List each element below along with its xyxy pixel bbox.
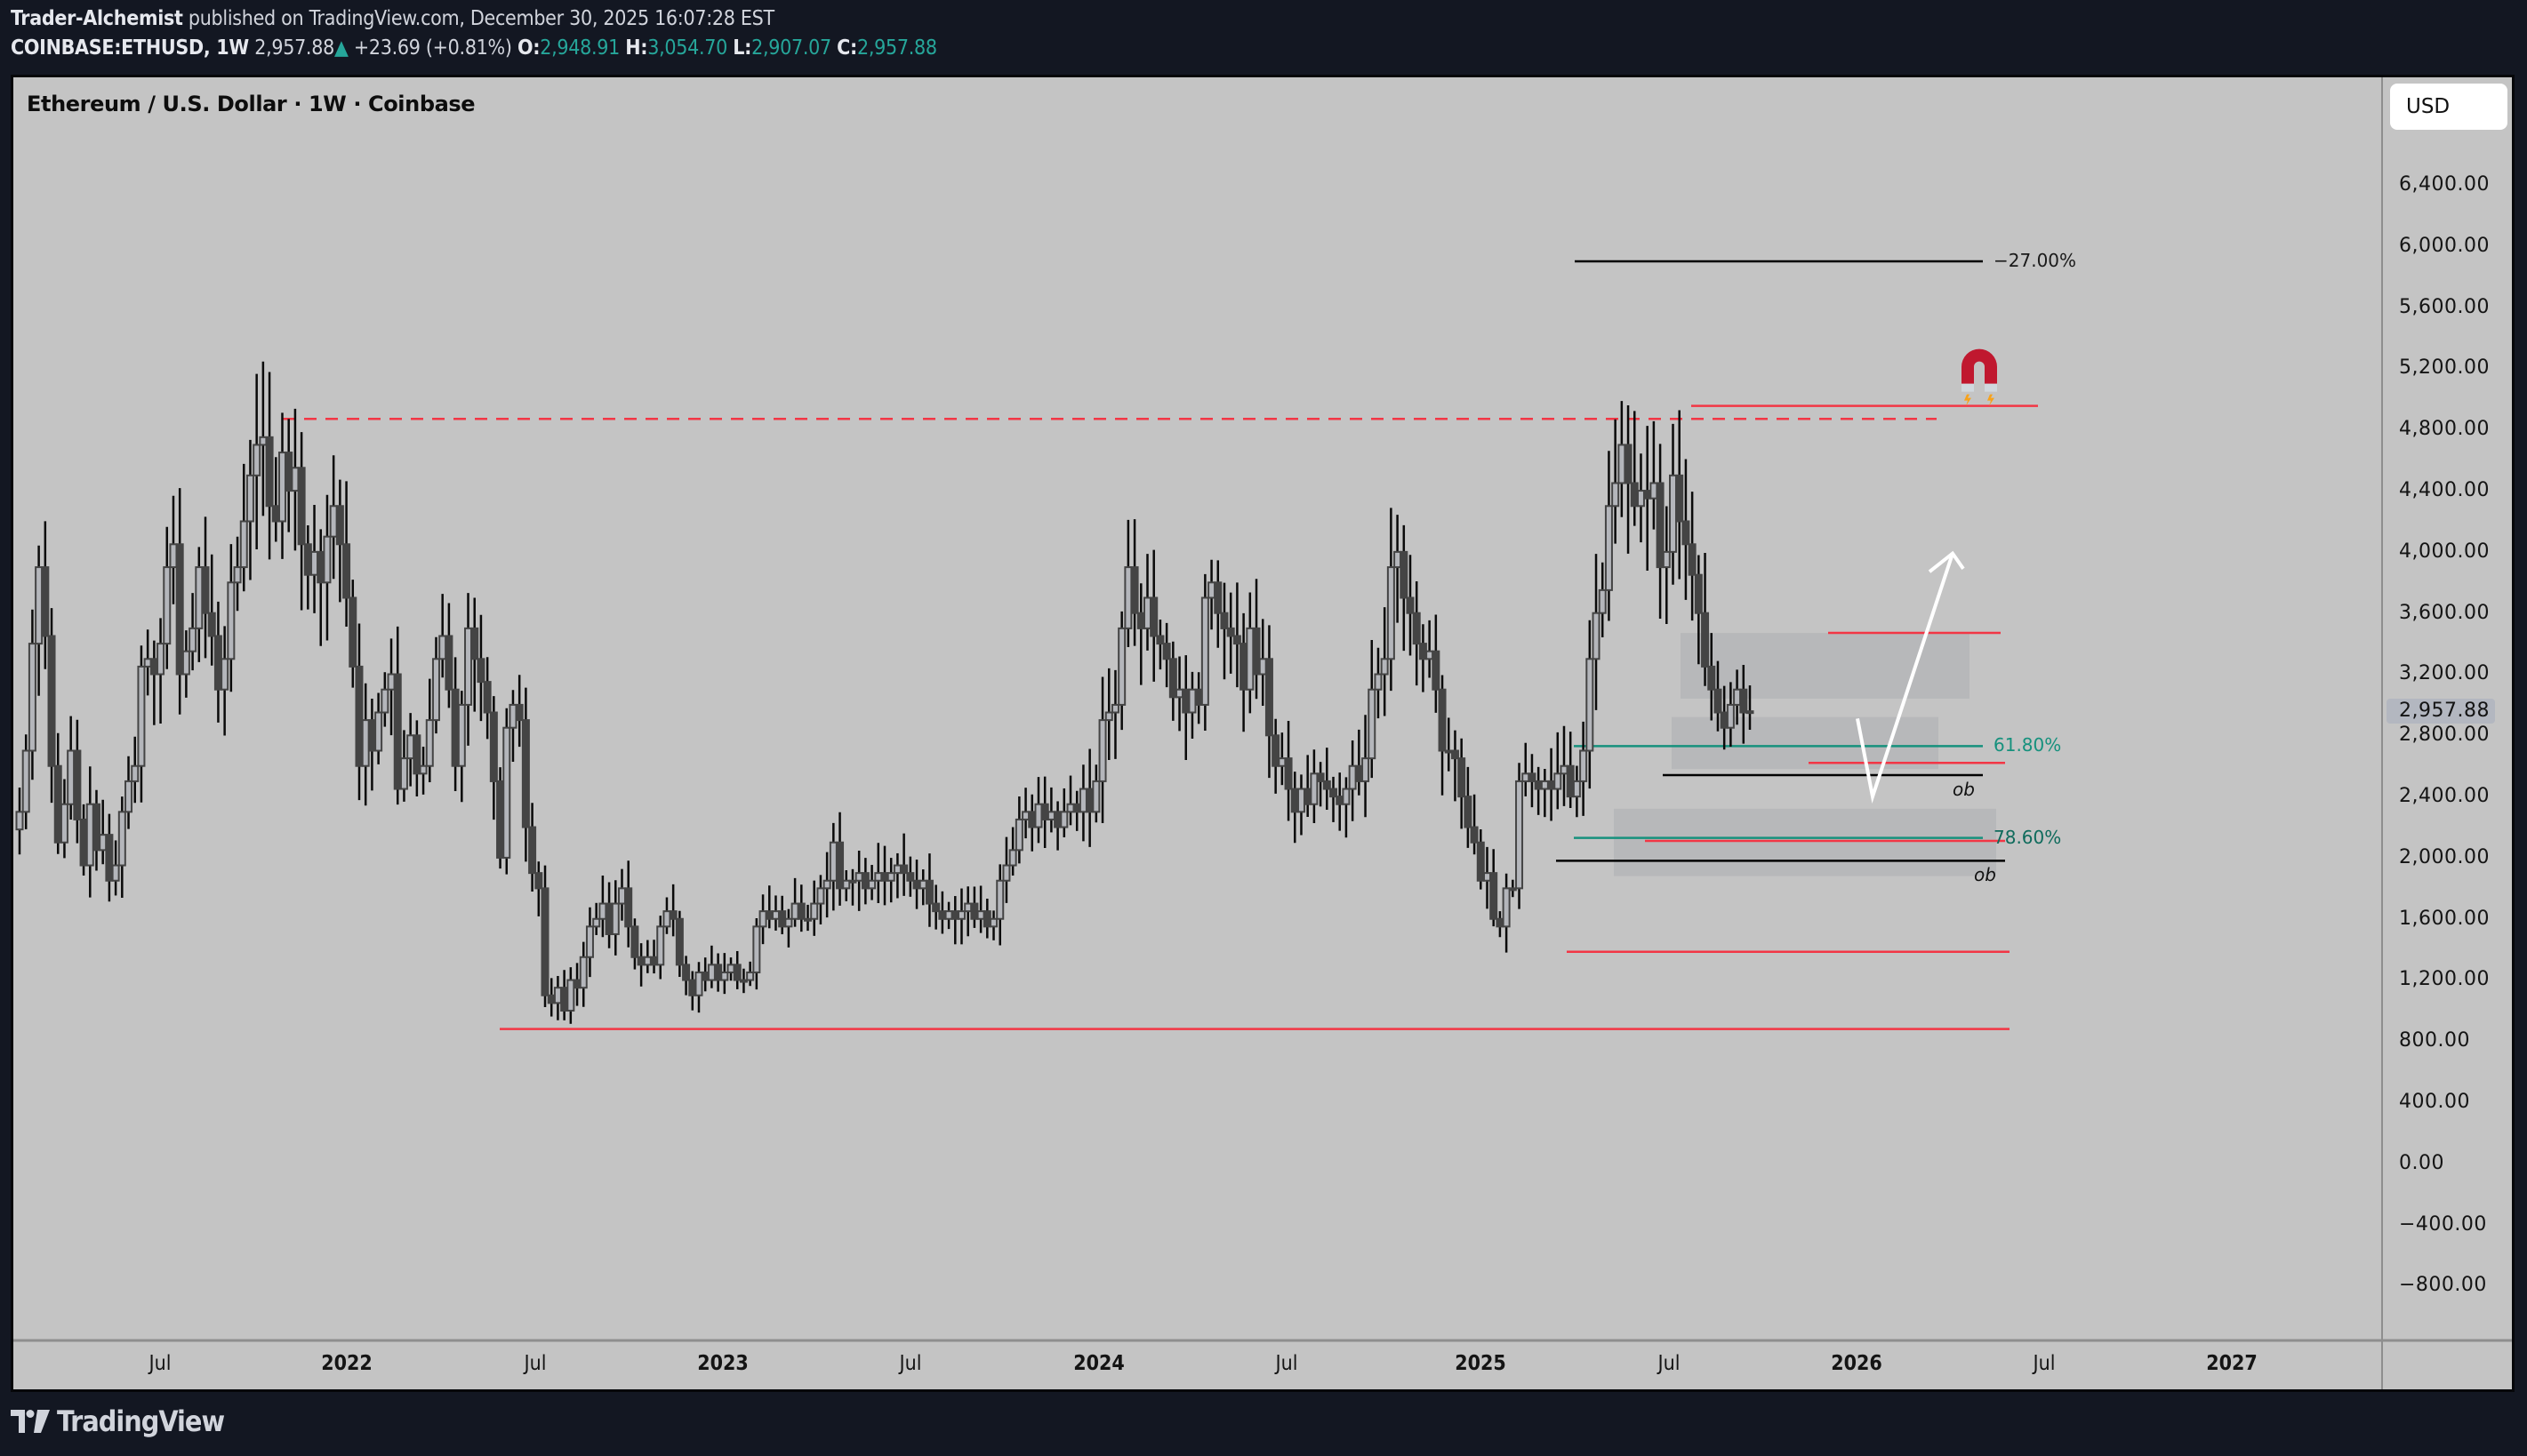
price-tick: 4,400.00 bbox=[2399, 479, 2490, 501]
close-label: C: bbox=[837, 36, 857, 60]
price-tick: 400.00 bbox=[2399, 1091, 2470, 1113]
last-price: 2,957.88 bbox=[254, 36, 334, 60]
price-tick: −800.00 bbox=[2399, 1274, 2487, 1297]
fib-786-label: 78.60% bbox=[1994, 826, 2062, 848]
candles-layer bbox=[15, 361, 1754, 1024]
price-tick: 2,800.00 bbox=[2399, 724, 2490, 747]
symbol: COINBASE:ETHUSD, 1W bbox=[11, 36, 249, 60]
time-tick: Jul bbox=[524, 1352, 547, 1375]
tradingview-logo-text: TradingView bbox=[57, 1404, 225, 1438]
price-tick: 4,000.00 bbox=[2399, 540, 2490, 563]
low-label: L: bbox=[733, 36, 752, 60]
price-tick: 6,000.00 bbox=[2399, 234, 2490, 257]
supply-demand-zone[interactable] bbox=[1672, 716, 1938, 770]
time-tick: 2023 bbox=[697, 1352, 749, 1375]
fib-618-label: 61.80% bbox=[1994, 734, 2062, 756]
arrow-head-icon bbox=[1928, 550, 1965, 573]
price-tick: 1,600.00 bbox=[2399, 907, 2490, 930]
high-value: 3,054.70 bbox=[647, 36, 727, 60]
tradingview-logo-icon bbox=[11, 1410, 50, 1433]
price-tick: 5,200.00 bbox=[2399, 356, 2490, 380]
order-block-label: ob bbox=[1974, 864, 1996, 886]
chart-legend-title[interactable]: Ethereum / U.S. Dollar · 1W · Coinbase bbox=[27, 92, 476, 116]
levels-layer bbox=[283, 260, 2038, 1030]
high-label: H: bbox=[625, 36, 648, 60]
price-tick: 2,000.00 bbox=[2399, 845, 2490, 868]
projection-label: −27.00% bbox=[1994, 250, 2077, 272]
last-price-label: 2,957.88 bbox=[2387, 699, 2495, 724]
time-tick: 2022 bbox=[321, 1352, 373, 1375]
publish-info: Trader-Alchemist published on TradingVie… bbox=[11, 7, 774, 30]
projection-path-arrow[interactable] bbox=[1856, 552, 1954, 804]
close-value: 2,957.88 bbox=[856, 36, 937, 60]
magnet-icon[interactable] bbox=[1961, 348, 1997, 406]
price-tick: 3,200.00 bbox=[2399, 662, 2490, 685]
price-tick: 4,800.00 bbox=[2399, 418, 2490, 441]
order-block-label: ob bbox=[1953, 779, 1975, 801]
time-tick: 2024 bbox=[1073, 1352, 1125, 1375]
time-tick: 2027 bbox=[2206, 1352, 2258, 1375]
time-tick: 2025 bbox=[1455, 1352, 1506, 1375]
price-tick: −400.00 bbox=[2399, 1212, 2487, 1236]
price-tick: 1,200.00 bbox=[2399, 968, 2490, 991]
tradingview-logo[interactable]: TradingView bbox=[11, 1404, 225, 1438]
price-tick: 6,400.00 bbox=[2399, 173, 2490, 196]
time-tick: Jul bbox=[1657, 1352, 1681, 1375]
time-tick: Jul bbox=[2033, 1352, 2056, 1375]
published-text: published on TradingView.com, December 3… bbox=[188, 7, 774, 30]
drawings-layer bbox=[1856, 348, 1997, 804]
open-label: O: bbox=[517, 36, 541, 60]
price-tick: 3,600.00 bbox=[2399, 601, 2490, 624]
price-tick: 5,600.00 bbox=[2399, 295, 2490, 318]
price-tick: 800.00 bbox=[2399, 1029, 2470, 1052]
open-value: 2,948.91 bbox=[540, 36, 620, 60]
supply-demand-zone[interactable] bbox=[1614, 808, 1996, 876]
price-change: +23.69 (+0.81%) bbox=[353, 36, 512, 60]
time-tick: Jul bbox=[1275, 1352, 1298, 1375]
author-name[interactable]: Trader-Alchemist bbox=[11, 7, 183, 30]
price-tick: 2,400.00 bbox=[2399, 785, 2490, 807]
up-arrow-icon: ▲ bbox=[333, 36, 349, 60]
low-value: 2,907.07 bbox=[751, 36, 831, 60]
zones-layer bbox=[1614, 633, 1996, 876]
time-tick: 2026 bbox=[1831, 1352, 1882, 1375]
currency-button[interactable]: USD bbox=[2390, 84, 2507, 130]
price-tick: 0.00 bbox=[2399, 1151, 2444, 1174]
symbol-info: COINBASE:ETHUSD, 1W 2,957.88▲ +23.69 (+0… bbox=[11, 36, 937, 60]
time-tick: Jul bbox=[899, 1352, 922, 1375]
time-tick: Jul bbox=[148, 1352, 172, 1375]
